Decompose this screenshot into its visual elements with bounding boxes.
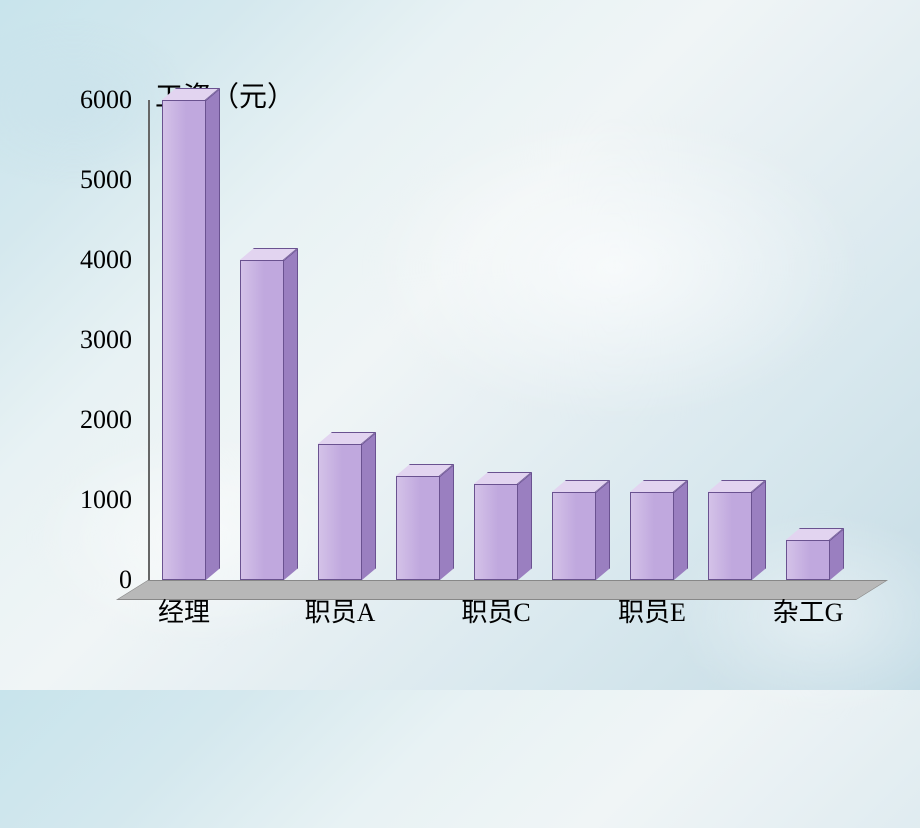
bar	[162, 100, 206, 580]
bar	[474, 484, 518, 580]
bar-front	[318, 444, 362, 580]
bar-front	[474, 484, 518, 580]
plot-area	[148, 100, 868, 580]
x-tick-label: 经理	[158, 592, 210, 629]
bar-front	[162, 100, 206, 580]
bar	[552, 492, 596, 580]
y-axis-labels: 0100020003000400050006000	[60, 100, 140, 580]
x-tick-label: 职员C	[461, 592, 530, 629]
bar	[708, 492, 752, 580]
bar-front	[552, 492, 596, 580]
salary-bar-chart: 工资（元） 0100020003000400050006000 经理职员A职员C…	[60, 100, 880, 660]
y-tick-label: 4000	[80, 245, 132, 275]
bar-front	[396, 476, 440, 580]
y-tick-label: 2000	[80, 405, 132, 435]
bar-front	[240, 260, 284, 580]
bar	[318, 444, 362, 580]
x-tick-label: 职员A	[305, 592, 376, 629]
bar-side	[440, 464, 454, 580]
bars-group	[148, 100, 868, 580]
bar-side	[752, 480, 766, 580]
bar-front	[630, 492, 674, 580]
y-tick-label: 1000	[80, 485, 132, 515]
y-tick-label: 3000	[80, 325, 132, 355]
bar-side	[596, 480, 610, 580]
bar	[786, 540, 830, 580]
y-tick-label: 6000	[80, 85, 132, 115]
x-tick-label: 杂工G	[773, 592, 844, 629]
bar	[240, 260, 284, 580]
x-tick-label: 职员E	[618, 592, 686, 629]
bar-front	[786, 540, 830, 580]
bar	[396, 476, 440, 580]
bar-side	[206, 88, 220, 580]
bar-side	[518, 472, 532, 580]
y-tick-label: 5000	[80, 165, 132, 195]
bar	[630, 492, 674, 580]
bar-side	[674, 480, 688, 580]
bar-side	[362, 432, 376, 580]
bar-side	[284, 248, 298, 580]
bar-front	[708, 492, 752, 580]
